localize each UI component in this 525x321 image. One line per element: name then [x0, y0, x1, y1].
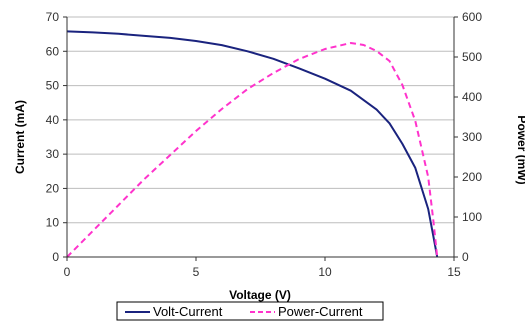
y-tick-label: 30: [46, 147, 60, 161]
x-tick-label: 5: [193, 265, 200, 279]
y-tick-label: 40: [46, 113, 60, 127]
legend: Volt-Current Power-Current: [116, 301, 384, 321]
y2-tick-label: 500: [462, 50, 482, 64]
series-line-volt-current: [66, 30, 439, 258]
y2-tick-label: 100: [462, 210, 482, 224]
series-line-power-current: [66, 42, 439, 258]
y-tick-label: 0: [52, 250, 59, 264]
y2-tick-label: 600: [462, 10, 482, 24]
axes: 0 10 20 30 40 50 60 70 0 100 200 300 400 500 600 0 5 10 15: [46, 10, 483, 279]
y-tick-label: 70: [46, 10, 60, 24]
x-tick-label: 15: [447, 265, 461, 279]
x-tick-label: 0: [64, 265, 71, 279]
y2-tick-label: 200: [462, 170, 482, 184]
grid-lines: [67, 16, 454, 224]
legend-label-volt-current: Volt-Current: [153, 304, 223, 319]
y-tick-label: 20: [46, 181, 60, 195]
y2-axis-label: Power (mW): [515, 115, 525, 184]
y-axis-label: Current (mA): [13, 100, 27, 174]
plot-area: [67, 17, 454, 257]
x-axis-label: Voltage (V): [229, 288, 291, 302]
x-tick-label: 10: [318, 265, 332, 279]
y2-tick-label: 300: [462, 130, 482, 144]
legend-label-power-current: Power-Current: [278, 304, 363, 319]
y-tick-label: 60: [46, 44, 60, 58]
y-tick-label: 50: [46, 79, 60, 93]
series-layer: [66, 30, 439, 258]
y2-tick-label: 400: [462, 90, 482, 104]
y2-tick-label: 0: [462, 250, 469, 264]
y-tick-label: 10: [46, 216, 60, 230]
